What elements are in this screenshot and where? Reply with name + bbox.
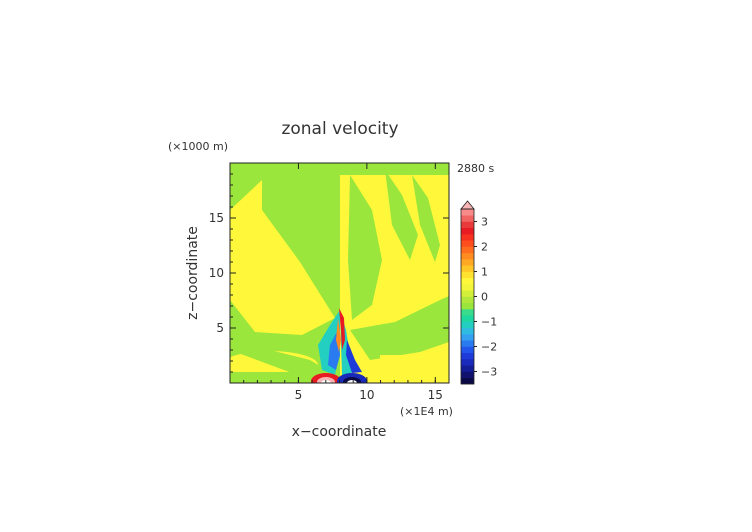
colorbar-extend-arrow	[460, 200, 475, 210]
chart-title: zonal velocity	[281, 119, 398, 139]
colorbar-segment	[461, 359, 474, 366]
colorbar-segment	[461, 246, 474, 254]
colorbar-segment	[461, 377, 474, 385]
field-top-strip-right	[340, 163, 449, 175]
x-tick-label: 5	[295, 388, 303, 402]
field-left-wedge-inner	[270, 188, 335, 300]
colorbar-segment	[461, 327, 474, 335]
colorbar-segment	[461, 346, 474, 354]
colorbar-segment	[461, 340, 474, 347]
colorbar-segment	[461, 315, 474, 322]
jet-orange	[336, 318, 341, 352]
x-axis-title: x−coordinate	[292, 424, 387, 440]
x-unit-label: (×1E4 m)	[400, 405, 453, 418]
colorbar-segment	[461, 365, 474, 372]
x-tick-label: 10	[359, 388, 374, 402]
y-unit-label: (×1000 m)	[168, 140, 228, 153]
jet-red	[339, 308, 345, 350]
field-left-wedge-outer	[230, 180, 335, 335]
colorbar-segment	[461, 259, 474, 266]
colorbar-segment	[461, 271, 474, 279]
y-tick-label: 10	[209, 266, 224, 280]
colorbar-segment	[461, 215, 474, 222]
colorbar-segment	[461, 321, 474, 329]
colorbar-segment	[461, 302, 474, 310]
field-right-plume-2	[385, 170, 418, 260]
colorbar-tick-label: −3	[481, 366, 497, 379]
colorbar-segment	[461, 296, 474, 304]
colorbar-segment	[461, 227, 474, 235]
colorbar-segment	[461, 309, 474, 316]
colorbar-tick-label: 1	[481, 266, 488, 279]
colorbar-tick-label: −2	[481, 341, 497, 354]
colorbar-segment	[461, 284, 474, 291]
x-tick-label: 15	[428, 388, 443, 402]
colorbar-tick-label: 0	[481, 291, 488, 304]
colorbar-segment	[461, 277, 474, 285]
colorbar	[460, 200, 475, 385]
colorbar-segment	[461, 334, 474, 341]
y-axis-ticks: 5 10 15	[209, 173, 449, 373]
field-left-bottom	[230, 372, 300, 383]
field-right-plume-4	[350, 296, 449, 360]
colorbar-tick-label: 3	[481, 216, 488, 229]
jet-blue-right	[346, 340, 362, 373]
colorbar-segment	[461, 221, 474, 229]
colorbar-segment	[461, 252, 474, 260]
colorbar-segment	[461, 265, 474, 272]
colorbar-segment	[461, 209, 474, 216]
colorbar-tick-label: −1	[481, 316, 497, 329]
colorbar-segment	[461, 371, 474, 379]
time-label: 2880 s	[457, 162, 494, 175]
x-axis-ticks: 5 10 15	[243, 163, 443, 402]
field-right-lowband	[380, 355, 449, 375]
field-left-diag	[230, 340, 330, 376]
velocity-field	[230, 163, 449, 383]
vortex-right-core	[347, 380, 357, 383]
field-right-plume-1	[348, 175, 382, 320]
colorbar-segment	[461, 290, 474, 297]
colorbar-segment	[461, 240, 474, 247]
y-axis-title: z−coordinate	[185, 226, 201, 320]
field-right-plume-3	[412, 175, 440, 262]
y-tick-label: 5	[216, 321, 224, 335]
colorbar-segment	[461, 234, 474, 241]
colorbar-tick-label: 2	[481, 241, 488, 254]
colorbar-segment	[461, 352, 474, 360]
y-tick-label: 15	[209, 211, 224, 225]
colorbar-tick-labels: 3 2 1 0 −1 −2 −3	[474, 216, 497, 379]
